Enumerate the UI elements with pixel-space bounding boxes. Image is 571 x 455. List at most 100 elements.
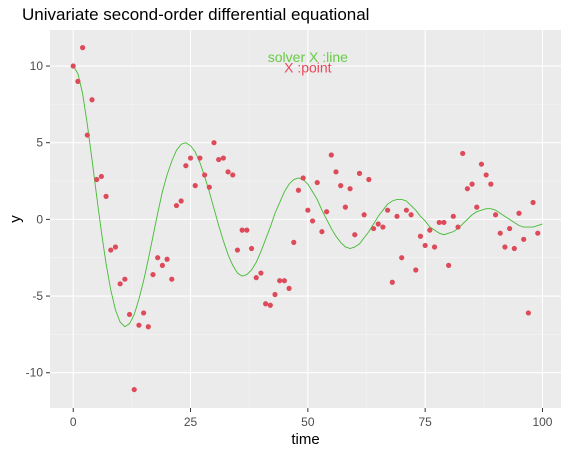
data-point	[492, 212, 499, 218]
data-point	[464, 186, 470, 192]
data-point	[319, 229, 325, 235]
annotation-point: X :point	[284, 60, 332, 76]
data-point	[375, 221, 381, 227]
data-point	[89, 97, 95, 103]
data-point	[403, 207, 409, 213]
data-point	[450, 213, 456, 219]
data-point	[211, 140, 217, 146]
data-point	[469, 181, 475, 187]
data-point	[234, 247, 241, 253]
data-point	[436, 219, 442, 226]
data-point	[370, 225, 377, 232]
data-point	[272, 291, 278, 298]
data-point	[244, 227, 250, 233]
data-point	[169, 276, 175, 282]
data-point	[112, 244, 119, 250]
data-point	[136, 322, 142, 328]
data-point	[455, 224, 461, 230]
data-point	[408, 212, 414, 218]
data-point	[206, 184, 212, 190]
data-point	[488, 181, 494, 187]
data-point	[258, 270, 264, 276]
data-point	[80, 45, 86, 51]
y-tick-label: 10	[30, 59, 44, 73]
axis-layer: 0 25 50 75 100 -10 -5 0 5 10	[26, 59, 553, 429]
data-point	[441, 219, 447, 226]
data-point	[141, 310, 147, 316]
data-point	[225, 169, 231, 175]
annotation-solver-line: solver X :line	[268, 49, 348, 65]
data-point	[183, 163, 189, 169]
data-point	[216, 156, 222, 163]
y-axis-title: y	[7, 215, 24, 223]
data-point	[131, 386, 137, 393]
data-point	[155, 255, 161, 261]
data-point	[507, 225, 513, 232]
x-tick-label: 50	[301, 415, 315, 429]
data-point	[108, 247, 114, 253]
data-point	[286, 285, 292, 291]
data-point	[75, 78, 81, 84]
data-point	[338, 183, 344, 189]
data-point	[431, 244, 438, 250]
data-point	[427, 227, 433, 233]
data-point	[281, 278, 287, 284]
data-point	[366, 176, 372, 183]
data-point	[202, 172, 208, 178]
data-point	[328, 152, 334, 158]
data-point	[474, 204, 480, 210]
data-point	[145, 324, 151, 330]
data-point	[347, 186, 353, 192]
data-point	[164, 256, 170, 262]
data-point	[535, 230, 541, 236]
data-point	[126, 311, 133, 318]
data-point	[263, 301, 269, 307]
data-point	[394, 213, 400, 219]
data-point	[314, 179, 320, 186]
data-point	[380, 224, 386, 230]
data-point	[356, 170, 363, 176]
data-point	[253, 275, 259, 281]
data-point	[342, 204, 348, 210]
data-point	[333, 169, 339, 175]
x-tick-label: 75	[418, 415, 432, 429]
data-point	[84, 132, 90, 138]
y-tick-label: 0	[36, 212, 43, 226]
data-point	[239, 227, 245, 233]
data-point	[478, 161, 485, 167]
data-point	[150, 271, 156, 278]
data-point	[530, 199, 536, 206]
major-gridlines	[50, 30, 561, 408]
series-layer	[70, 45, 543, 393]
data-point	[361, 212, 367, 218]
x-tick-label: 0	[70, 415, 77, 429]
data-point	[521, 236, 527, 242]
data-point	[178, 198, 184, 204]
data-point	[277, 278, 283, 284]
y-tick-label: -5	[32, 289, 43, 303]
data-point	[295, 187, 302, 193]
data-point	[248, 245, 255, 252]
data-point	[417, 233, 424, 239]
data-point	[103, 193, 109, 199]
data-point	[516, 210, 522, 216]
data-point	[385, 207, 391, 213]
data-point	[502, 244, 508, 250]
data-point	[192, 183, 198, 189]
data-point	[98, 173, 104, 180]
data-point	[497, 230, 503, 236]
y-tick-label: 5	[36, 136, 43, 150]
data-point	[70, 63, 76, 69]
data-point	[300, 175, 306, 181]
x-tick-label: 25	[184, 415, 198, 429]
x-tick-label: 100	[532, 415, 552, 429]
data-point	[525, 310, 531, 316]
data-point	[197, 155, 203, 161]
data-point	[267, 302, 273, 308]
data-point	[159, 262, 165, 268]
data-point	[324, 209, 330, 215]
data-point	[399, 255, 405, 261]
data-point	[446, 262, 452, 268]
data-point	[117, 281, 123, 287]
